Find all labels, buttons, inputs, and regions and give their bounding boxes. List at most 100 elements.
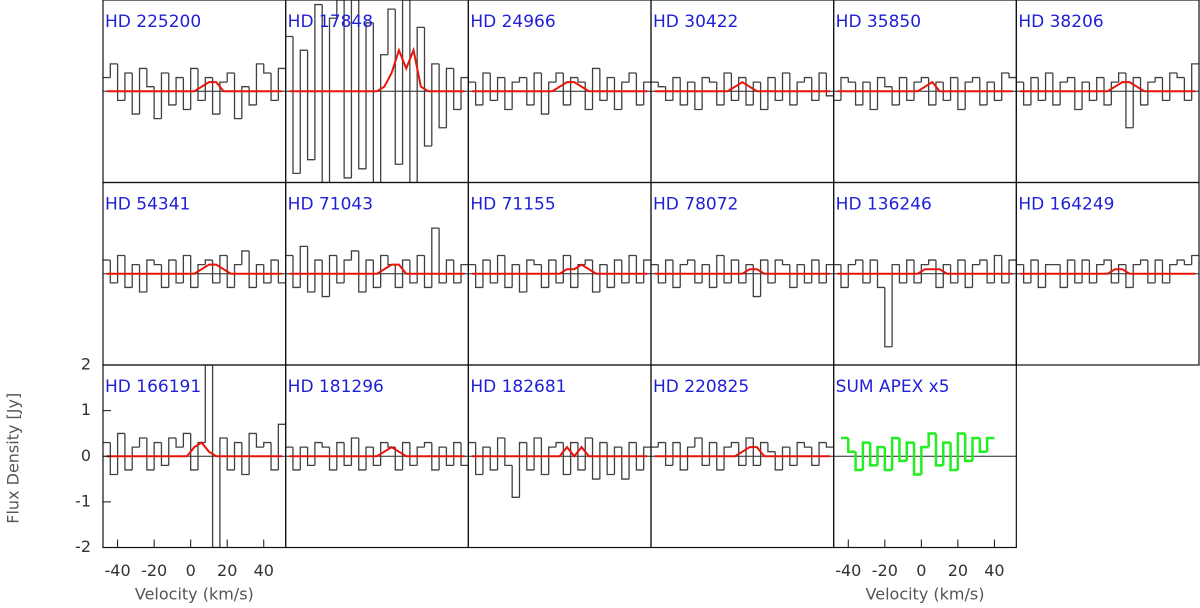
spectrum-bin	[1147, 81, 1156, 105]
spectrum-bin	[336, 0, 345, 19]
spectrum-bin	[657, 264, 666, 284]
spectrum-bin	[336, 441, 345, 470]
spectrum-bin	[496, 254, 505, 283]
spectrum-bin	[613, 259, 622, 288]
spectrum-bin	[292, 447, 301, 471]
x-tick-label: 0	[186, 561, 196, 580]
spectrum-bin	[1052, 73, 1061, 106]
spectrum-bin	[153, 441, 162, 470]
spectrum-bin	[883, 447, 893, 472]
spectrum-bin	[898, 438, 907, 463]
spectrum-bin	[416, 26, 425, 183]
spectrum-bin	[781, 72, 790, 101]
spectrum-bin	[767, 76, 776, 110]
spectrum-bin	[453, 68, 462, 111]
spectrum-bin	[263, 264, 272, 284]
spectrum-bin	[1030, 76, 1039, 105]
panel-title: HD 136246	[836, 195, 932, 215]
spectrum-bin	[928, 77, 936, 106]
spectrum-bin	[979, 259, 988, 265]
spectrum-bin	[942, 441, 951, 466]
spectrum-bin	[1183, 260, 1192, 266]
spectrum-bin	[474, 264, 483, 289]
spectrum-bin	[1022, 264, 1031, 284]
spectrum-bin	[825, 442, 834, 448]
spectrum-bin	[190, 255, 198, 289]
spectrum-bin	[890, 436, 900, 470]
spectrum-bin	[518, 441, 527, 498]
spectrum-bin	[781, 446, 790, 470]
spectrum-bin	[1066, 259, 1075, 288]
x-tick-label: 0	[916, 561, 926, 580]
spectrum-bin	[854, 451, 863, 472]
spectrum-bin	[621, 81, 630, 110]
spectrum-bin	[394, 9, 403, 165]
spectrum-bin	[190, 433, 198, 471]
spectrum-bin	[664, 442, 673, 467]
spectrum-bin	[401, 0, 410, 165]
spectrum-bin	[255, 263, 264, 288]
spectrum-bin	[460, 76, 469, 110]
spectrum-bin	[1066, 76, 1075, 83]
spectrum-bin	[963, 433, 973, 463]
spectrum-bin	[292, 255, 301, 289]
spectrum-bin	[533, 72, 542, 105]
spectrum-bin	[679, 77, 688, 106]
spectrum-bin	[555, 441, 564, 448]
spectrum-bin	[116, 63, 125, 102]
spectrum-bin	[365, 446, 374, 470]
spectrum-bin	[445, 67, 454, 128]
spectrum-bin	[1103, 77, 1112, 106]
spectrum-bin	[358, 250, 367, 293]
spectrum-bin	[380, 254, 388, 288]
spectrum-bin	[679, 442, 688, 471]
spectrum-bin	[263, 63, 272, 74]
spectrum-bin	[321, 260, 330, 298]
spectrum-bin	[124, 433, 133, 471]
spectrum-bin	[1074, 260, 1083, 284]
spectrum-bin	[226, 72, 235, 83]
spectrum-bin	[1081, 259, 1090, 283]
spectrum-bin	[1191, 63, 1199, 101]
spectrum-bin	[438, 63, 447, 129]
spectrum-bin	[1154, 76, 1163, 83]
spectrum-bin	[365, 22, 374, 169]
spectrum-bin	[211, 77, 220, 115]
spectrum-bin	[233, 73, 242, 120]
spectrum-bin	[555, 72, 564, 83]
panel	[285, 0, 469, 183]
spectrum-bin	[1001, 72, 1010, 101]
spectrum-bin	[767, 442, 776, 453]
spectrum-bin	[1088, 260, 1097, 284]
spectrum-bin	[504, 255, 513, 289]
spectrum-bin	[277, 67, 286, 101]
spectrum-bin	[489, 260, 498, 284]
spectrum-bin	[949, 442, 958, 472]
spectrum-bin	[628, 254, 637, 283]
y-axis-label: Flux Density [Jy]	[4, 393, 23, 524]
model-line	[289, 263, 465, 275]
spectrum-bin	[825, 263, 834, 283]
spectrum-bin	[416, 254, 425, 283]
spectrum-bin	[723, 446, 732, 470]
spectrum-bin	[584, 259, 593, 265]
spectrum-bin	[116, 254, 125, 283]
spectrum-bin	[336, 255, 345, 284]
spectrum-bin	[942, 263, 951, 288]
model-line	[471, 445, 648, 458]
spectrum-bin	[1169, 72, 1178, 101]
spectrum-bin	[818, 260, 827, 284]
spectrum-bin	[168, 259, 177, 288]
spectrum-bin	[694, 260, 703, 284]
x-tick-label: -40	[105, 561, 131, 580]
spectrum-bin	[1074, 77, 1083, 111]
spectrum-bin	[255, 63, 264, 105]
spectrum-bin	[423, 441, 432, 448]
panel	[833, 254, 1017, 348]
panel-title: HD 164249	[1018, 195, 1114, 215]
spectrum-bin	[854, 82, 863, 106]
panel-title: HD 220825	[653, 377, 749, 397]
spectrum-bin	[789, 264, 798, 289]
spectrum-bin	[248, 86, 257, 106]
spectrum-bin	[818, 72, 827, 101]
